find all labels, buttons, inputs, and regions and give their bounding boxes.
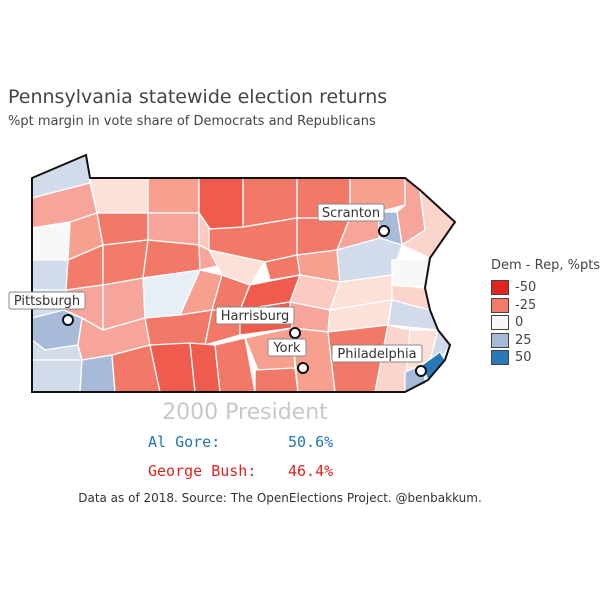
legend-swatch	[491, 332, 509, 348]
legend-item: 25	[491, 332, 600, 350]
city-marker-scranton: Scranton	[317, 203, 390, 237]
county-potter[interactable]	[198, 177, 244, 230]
legend-label: 0	[515, 315, 524, 331]
city-marker-harrisburg: Harrisburg	[215, 306, 301, 339]
county-warren[interactable]	[89, 177, 149, 214]
legend-item: -50	[491, 279, 600, 297]
legend-item: -25	[491, 297, 600, 315]
legend-swatch	[491, 297, 509, 313]
county-mckean[interactable]	[147, 177, 200, 214]
county-monroe[interactable]	[391, 257, 431, 289]
county-adams[interactable]	[254, 367, 299, 393]
candidate-share: 46.4%	[288, 462, 334, 480]
legend-item: 50	[491, 349, 600, 367]
county-fayette[interactable]	[79, 354, 116, 393]
legend-swatch	[491, 280, 509, 296]
county-allegheny[interactable]	[31, 309, 83, 351]
city-label-york: York	[272, 341, 301, 356]
county-lawrence[interactable]	[31, 259, 69, 291]
source-note: Data as of 2018. Source: The OpenElectio…	[78, 491, 482, 505]
legend-title: Dem - Rep, %pts	[491, 258, 601, 273]
legend-label: 25	[515, 332, 532, 348]
city-label-pittsburgh: Pittsburgh	[14, 294, 80, 309]
candidate-name: George Bush:	[148, 462, 257, 480]
state-outline	[31, 153, 457, 393]
legend-label: -25	[515, 297, 537, 313]
candidate-name: Al Gore:	[148, 433, 221, 451]
legend-swatch	[491, 350, 509, 366]
city-marker-york: York	[267, 338, 309, 374]
candidate-row-dem: Al Gore: 50.6%	[148, 433, 333, 451]
legend-swatch	[491, 315, 509, 331]
candidate-row-rep: George Bush: 46.4%	[148, 462, 333, 480]
county-mercer[interactable]	[31, 221, 71, 261]
color-legend: Dem - Rep, %pts -50 -25 0 25 50	[491, 258, 600, 367]
legend-item: 0	[491, 314, 600, 332]
map-title: Pennsylvania statewide election returns	[8, 86, 388, 108]
city-marker-philadelphia: Philadelphia	[331, 344, 427, 377]
map-subtitle: %pt margin in vote share of Democrats an…	[8, 114, 376, 129]
city-label-philadelphia: Philadelphia	[337, 347, 416, 362]
city-label-scranton: Scranton	[322, 206, 380, 221]
legend-label: -50	[515, 280, 537, 296]
election-title: 2000 President	[162, 400, 328, 425]
city-label-harrisburg: Harrisburg	[221, 309, 289, 324]
legend-label: 50	[515, 350, 532, 366]
city-marker-pittsburgh: Pittsburgh	[8, 291, 86, 326]
candidate-share: 50.6%	[288, 433, 334, 451]
county-greene[interactable]	[31, 359, 83, 393]
